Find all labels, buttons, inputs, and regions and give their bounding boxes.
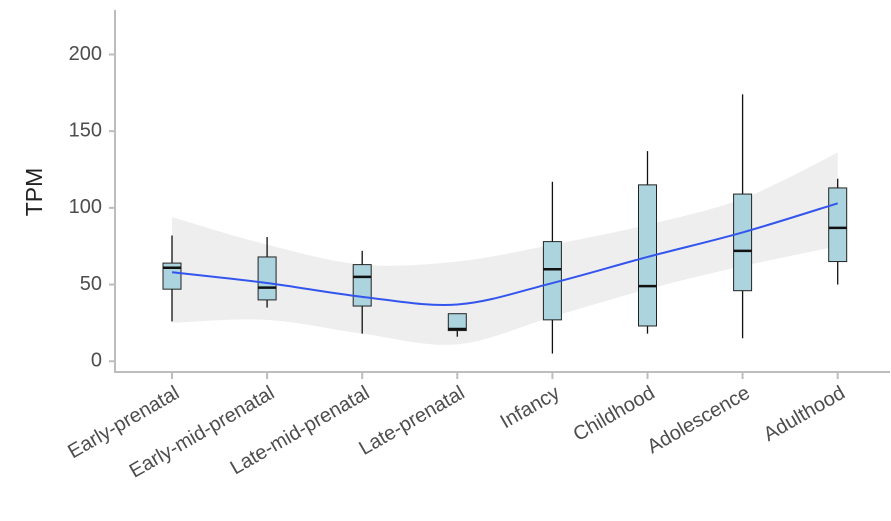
- y-tick-label: 0: [91, 350, 102, 372]
- confidence-band: [172, 152, 838, 345]
- y-tick-label: 100: [69, 196, 102, 218]
- x-tick-label: Childhood: [570, 382, 659, 446]
- x-tick-label: Infancy: [497, 382, 564, 433]
- y-axis-label: TPM: [21, 168, 47, 217]
- box: [162, 262, 182, 290]
- y-tick-label: 150: [69, 119, 102, 141]
- box: [257, 256, 277, 301]
- box: [828, 187, 848, 263]
- y-tick-label: 50: [80, 273, 102, 295]
- x-tick-label: Adulthood: [760, 382, 849, 446]
- x-tick-label: Adolescence: [644, 382, 754, 458]
- box: [733, 193, 753, 292]
- y-tick-label: 200: [69, 43, 102, 65]
- box: [447, 313, 467, 332]
- x-tick-label: Late-prenatal: [355, 382, 468, 460]
- box: [352, 264, 372, 307]
- smooth-line: [171, 202, 838, 306]
